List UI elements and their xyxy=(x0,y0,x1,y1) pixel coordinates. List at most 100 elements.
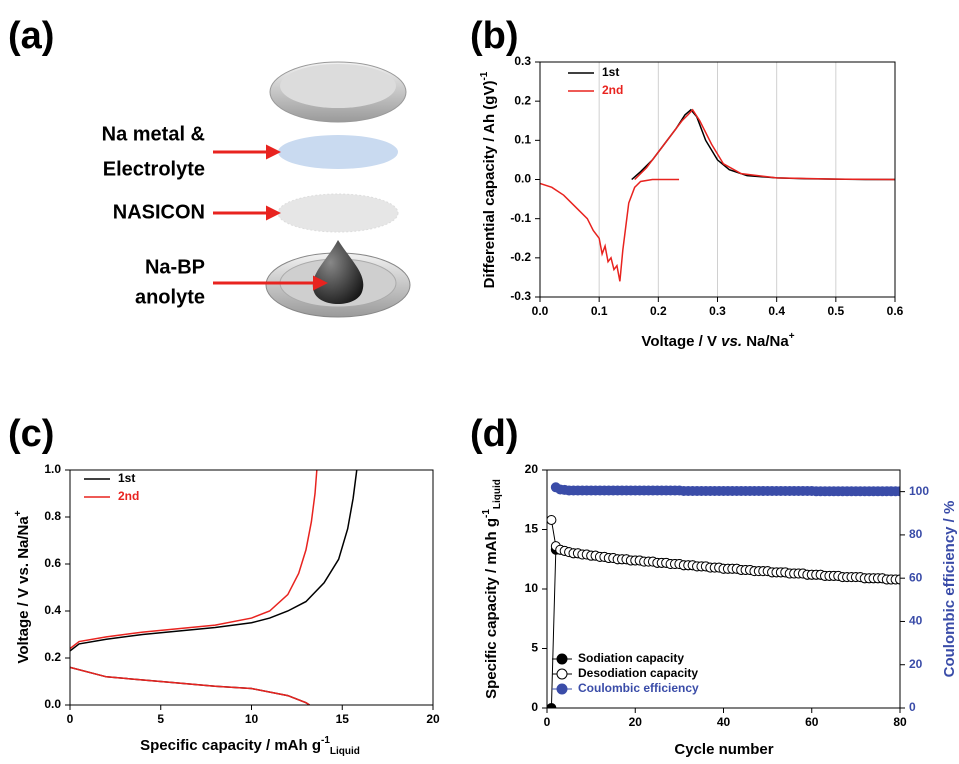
label-part: Liquid xyxy=(492,479,503,509)
legend-label: Desodiation capacity xyxy=(578,666,698,680)
droplet xyxy=(312,240,364,304)
diagram-label: Na-BP xyxy=(145,256,205,278)
diagram-a: (a) Na metal & Electrolyte NASICON Na-BP… xyxy=(8,15,411,318)
y-axis-label: Specific capacity / mAh g-1Liquid xyxy=(481,479,503,699)
y-tick-label: -0.1 xyxy=(510,211,531,225)
plot-area xyxy=(540,108,895,282)
y-tick-label: -0.3 xyxy=(510,289,531,303)
y2-tick-label: 100 xyxy=(909,484,929,498)
x-tick-label: 20 xyxy=(629,715,643,729)
marker xyxy=(547,703,557,708)
marker xyxy=(547,514,557,525)
y-axis-label: Coulombic efficiency / % xyxy=(941,501,958,678)
x-tick-label: 15 xyxy=(336,712,350,726)
legend-label: 2nd xyxy=(602,83,623,97)
x-tick-label: 0 xyxy=(544,715,551,729)
y-tick-label: 15 xyxy=(525,522,539,536)
y-tick-label: -0.2 xyxy=(510,250,531,264)
label-part: -1 xyxy=(479,71,490,80)
x-tick-label: 0 xyxy=(67,712,74,726)
x-axis-label: Voltage / V vs. Na/Na+ xyxy=(641,331,794,350)
y-tick-label: 0 xyxy=(531,700,538,714)
legend-label: 2nd xyxy=(118,489,139,503)
plot-area xyxy=(70,470,358,705)
panel-label: (b) xyxy=(470,15,519,57)
legend-marker xyxy=(556,668,568,680)
marker xyxy=(895,574,900,585)
diagram-label: NASICON xyxy=(113,201,205,223)
x-tick-label: 0.4 xyxy=(768,304,785,318)
panel-label: (a) xyxy=(8,15,54,57)
y-tick-label: 0.8 xyxy=(44,509,61,523)
x-tick-label: 60 xyxy=(805,715,819,729)
legend-marker xyxy=(556,683,568,695)
plot-area xyxy=(547,482,900,708)
y2-tick-label: 40 xyxy=(909,614,923,628)
y2-tick-label: 60 xyxy=(909,570,923,584)
x-tick-label: 0.1 xyxy=(591,304,608,318)
top-disc-face xyxy=(280,64,396,108)
x-axis-label: Specific capacity / mAh g-1Liquid xyxy=(140,735,360,757)
legend-marker xyxy=(556,653,568,665)
plot-frame xyxy=(546,469,901,709)
y-tick-label: 0.0 xyxy=(514,172,531,186)
series-line xyxy=(540,108,895,282)
panel-label: (d) xyxy=(470,413,519,455)
y-tick-label: 1.0 xyxy=(44,462,61,476)
series-line xyxy=(631,108,895,181)
label-part: Specific capacity / mAh g xyxy=(483,518,500,699)
y-tick-label: 0.3 xyxy=(514,54,531,68)
label-part: Differential capacity / Ah (gV) xyxy=(481,81,498,289)
y-tick-label: 0.0 xyxy=(44,697,61,711)
y-axis-label: Differential capacity / Ah (gV)-1 xyxy=(479,71,498,288)
x-tick-label: 80 xyxy=(893,715,907,729)
marker xyxy=(895,486,900,497)
label-part: -1 xyxy=(481,509,492,518)
label-part: -1 xyxy=(321,735,330,746)
x-tick-label: 10 xyxy=(245,712,259,726)
label-part: + xyxy=(789,331,795,342)
x-tick-label: 40 xyxy=(717,715,731,729)
plot-frame xyxy=(69,469,434,706)
diagram-label: anolyte xyxy=(135,286,205,308)
diagram-label: Electrolyte xyxy=(103,158,205,180)
y-tick-label: 0.2 xyxy=(44,650,61,664)
y-axis-label: Voltage / V vs. Na/Na+ xyxy=(13,510,32,663)
label-part: Liquid xyxy=(330,746,360,757)
label-part: Na/Na xyxy=(742,333,789,350)
label-part: + xyxy=(13,510,24,516)
label-part: vs. xyxy=(721,333,742,350)
electrolyte xyxy=(278,135,398,169)
y-tick-label: 0.2 xyxy=(514,93,531,107)
x-axis-label: Cycle number xyxy=(674,741,773,758)
x-tick-label: 0.6 xyxy=(887,304,904,318)
panel-label: (c) xyxy=(8,413,54,455)
label-part: Voltage / V xyxy=(641,333,721,350)
y2-tick-label: 0 xyxy=(909,700,916,714)
y2-tick-label: 80 xyxy=(909,527,923,541)
y-tick-label: 0.6 xyxy=(44,556,61,570)
label-part: Specific capacity / mAh g xyxy=(140,737,321,754)
x-tick-label: 0.0 xyxy=(532,304,549,318)
nasicon xyxy=(277,193,399,233)
legend-label: 1st xyxy=(118,471,135,485)
label-part: Voltage / V vs. Na/Na xyxy=(15,516,32,664)
y-tick-label: 5 xyxy=(531,641,538,655)
x-tick-label: 0.5 xyxy=(827,304,844,318)
y-tick-label: 0.4 xyxy=(44,603,61,617)
legend-label: 1st xyxy=(602,65,619,79)
legend-label: Coulombic efficiency xyxy=(578,681,699,695)
y-tick-label: 20 xyxy=(525,462,539,476)
series-line xyxy=(70,470,318,705)
y-tick-label: 10 xyxy=(525,581,539,595)
y-tick-label: 0.1 xyxy=(514,133,531,147)
legend-label: Sodiation capacity xyxy=(578,651,684,665)
x-tick-label: 0.2 xyxy=(650,304,667,318)
diagram-label: Na metal & xyxy=(102,123,205,145)
plot-frame xyxy=(539,61,896,298)
y2-tick-label: 20 xyxy=(909,657,923,671)
x-tick-label: 20 xyxy=(426,712,440,726)
x-tick-label: 0.3 xyxy=(709,304,726,318)
x-tick-label: 5 xyxy=(157,712,164,726)
